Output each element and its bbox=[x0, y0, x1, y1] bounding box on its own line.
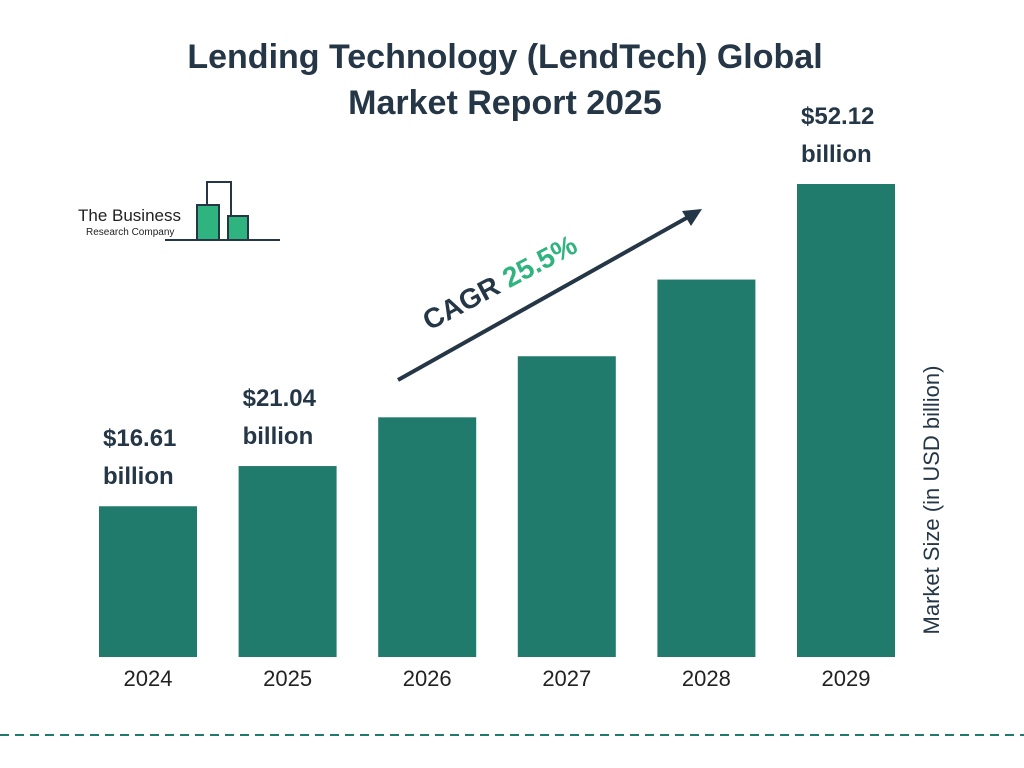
x-tick-label: 2024 bbox=[123, 666, 173, 691]
bar bbox=[99, 506, 197, 657]
x-tick-label: 2026 bbox=[402, 666, 452, 691]
value-label: $16.61 billion bbox=[103, 425, 177, 491]
x-tick-label: 2027 bbox=[542, 666, 592, 691]
logo-text: The Business bbox=[78, 206, 181, 225]
value-label: $21.04 billion bbox=[242, 385, 316, 451]
cagr-arrow bbox=[397, 209, 702, 382]
chart-title: Lending Technology (LendTech) Global Mar… bbox=[187, 38, 823, 122]
x-tick-label: 2029 bbox=[821, 666, 871, 691]
bar bbox=[378, 417, 477, 657]
bar bbox=[517, 356, 616, 657]
logo-subtext: Research Company bbox=[86, 227, 175, 238]
bar bbox=[238, 466, 337, 657]
bar bbox=[797, 184, 895, 657]
value-label: $52.12 billion bbox=[801, 103, 875, 168]
x-tick-label: 2028 bbox=[681, 666, 731, 691]
x-tick-label: 2025 bbox=[263, 666, 313, 691]
y-axis-label: Market Size (in USD billion) bbox=[919, 365, 944, 635]
bar bbox=[657, 279, 756, 657]
logo-mark bbox=[165, 181, 280, 241]
